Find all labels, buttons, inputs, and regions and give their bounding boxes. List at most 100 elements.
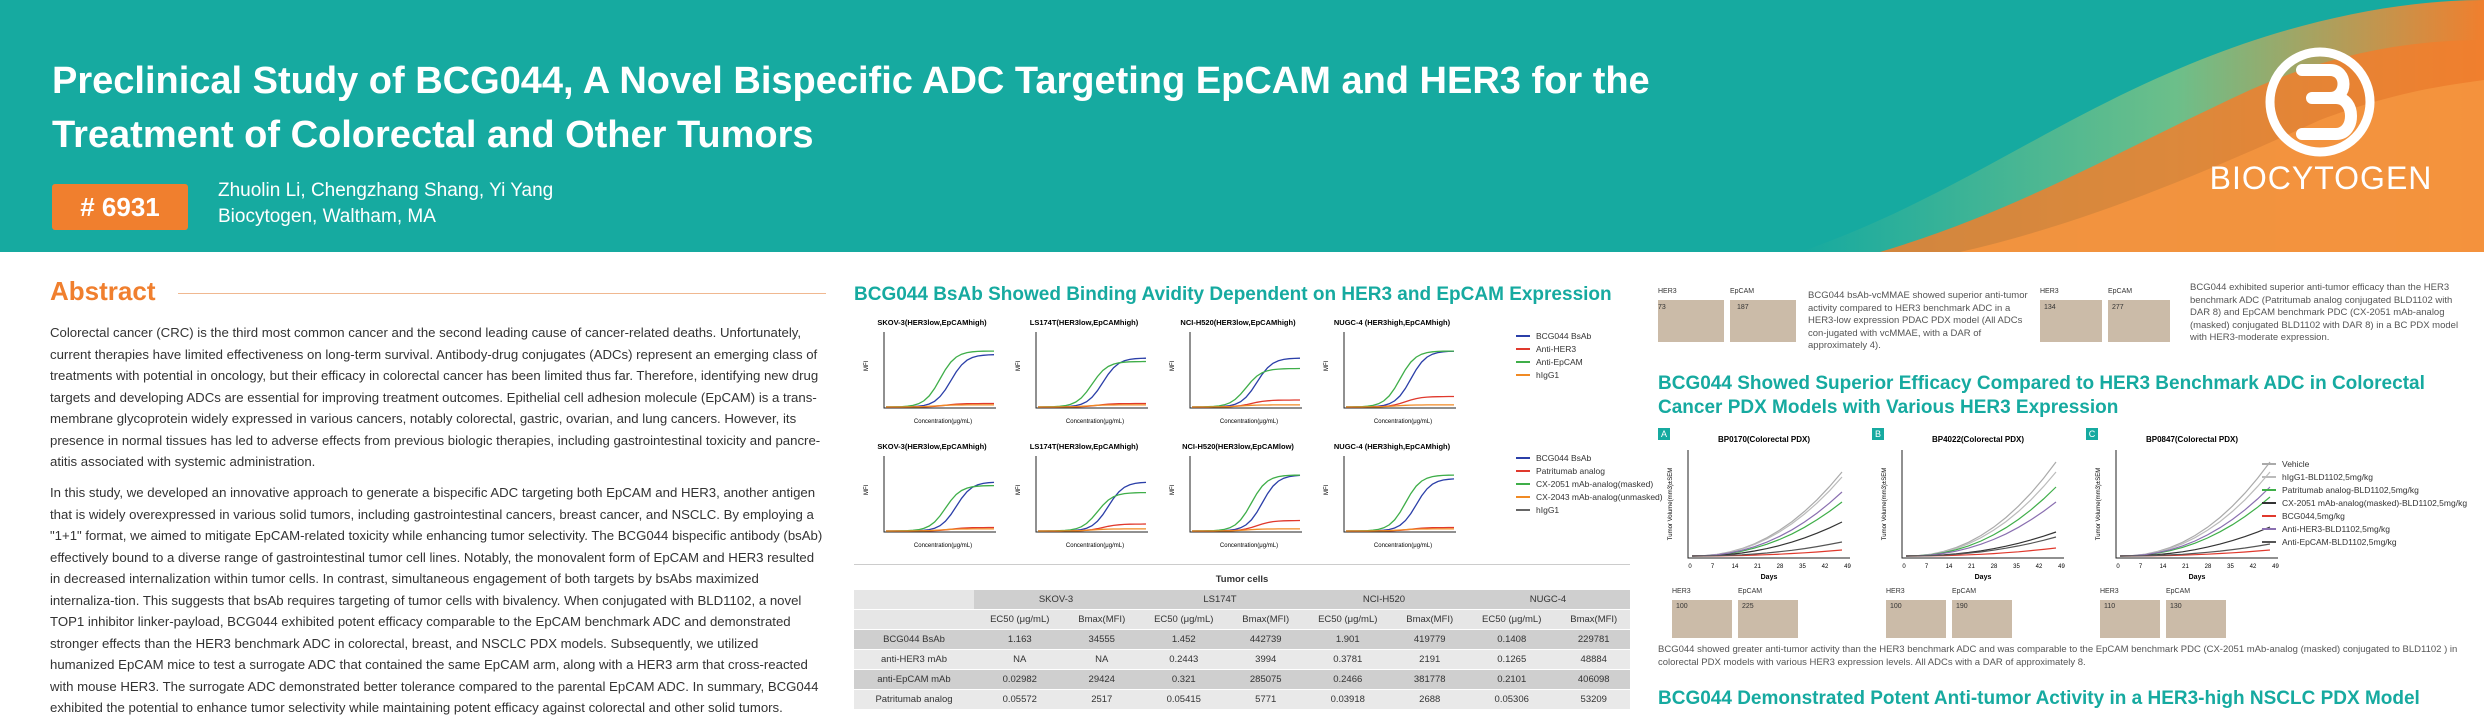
axes: [1035, 332, 1148, 409]
table-col-header: EC50 (μg/mL): [1301, 609, 1394, 630]
x-tick-label: 28: [1777, 564, 1784, 570]
ihc-score: 187: [1737, 304, 1749, 311]
x-tick-label: 14: [1732, 564, 1739, 570]
efficacy-legend: Vehicle hIgG1-BLD1102,5mg/kg Patritumab an…: [2262, 458, 2472, 549]
nsclc-section-title: BCG044 Demonstrated Potent Anti-tumor Ac…: [1658, 688, 2420, 709]
table-cell-header: SKOV-3: [974, 589, 1138, 610]
binding-series-line: [886, 528, 994, 532]
binding-series-line: [1192, 404, 1300, 408]
table-cell: 0.02982: [974, 669, 1066, 690]
legend-label: Anti-EpCAM-BLD1102,5mg/kg: [2282, 537, 2397, 547]
legend-item: hIgG1: [1516, 504, 1663, 517]
binding-series-line: [1192, 528, 1300, 532]
ihc-image: EpCAM 190: [1952, 588, 2012, 638]
binding-curve-panel: SKOV-3(HER3low,EpCAMhigh) MFI Concentratio…: [864, 318, 996, 425]
axes: [883, 456, 996, 533]
x-tick-label: 49: [2058, 564, 2065, 570]
legend-label: hIgG1-BLD1102,5mg/kg: [2282, 472, 2374, 482]
legend-marker: [2262, 528, 2276, 530]
binding-curve-panel: LS174T(HER3low,EpCAMhigh) MFI Concentratio…: [1016, 318, 1148, 425]
x-tick-label: 28: [1991, 564, 1998, 570]
table-cell: 2191: [1393, 649, 1466, 670]
table-cell: 0.05415: [1137, 689, 1230, 710]
ihc-score: 100: [1890, 603, 1902, 610]
legend-item: CX-2051 mAb-analog(masked): [1516, 478, 1663, 491]
panel-letter: C: [2086, 428, 2098, 440]
binding-series-line: [886, 484, 995, 532]
table-cell: 0.1265: [1465, 649, 1558, 670]
binding-series-line: [1346, 528, 1454, 532]
biocytogen-logo-icon: [2265, 47, 2375, 157]
ihc-label: HER3: [1886, 588, 1905, 595]
x-tick-label: 42: [1822, 564, 1829, 570]
legend-marker: [2262, 541, 2276, 543]
table-corner: [854, 589, 974, 610]
table-cell: 2688: [1393, 689, 1466, 710]
panel-letter: B: [1872, 428, 1884, 440]
section-divider: [854, 564, 1630, 565]
table-row: anti-EpCAM mAb 0.02982 29424 0.321 285075 0.2…: [854, 669, 1630, 690]
ihc-image: HER3 100: [1672, 588, 1732, 638]
affiliation: Biocytogen, Waltham, MA: [218, 206, 436, 227]
y-axis-label: MFI: [1324, 360, 1330, 371]
legend-item: Patritumab analog: [1516, 465, 1663, 478]
panel-title: NUGC-4 (HER3high,EpCAMhigh): [1334, 442, 1451, 451]
x-tick-label: 7: [1925, 564, 1929, 570]
table-cell: 0.05306: [1465, 689, 1558, 710]
table-cell: NA: [1065, 649, 1138, 670]
binding-series-line: [1037, 360, 1147, 408]
chart-title: BP0170(Colorectal PDX): [1718, 435, 1810, 444]
x-tick-label: 0: [2116, 564, 2120, 570]
ihc-score: 73: [1658, 304, 1666, 311]
chart-title: BP0847(Colorectal PDX): [2146, 435, 2238, 444]
x-tick-label: 42: [2036, 564, 2043, 570]
binding-series-line: [886, 481, 995, 532]
ihc-image: EpCAM: [1730, 288, 1796, 342]
binding-curve-panel: NUGC-4 (HER3high,EpCAMhigh) MFI Concentrat…: [1324, 442, 1456, 549]
table-cell: 285075: [1229, 669, 1302, 690]
axes: [1901, 450, 2064, 559]
efficacy-series-line: [1905, 471, 2057, 557]
legend-item: CX-2051 mAb-analog(masked)-BLD1102,5mg/k…: [2262, 497, 2472, 510]
legend-label: Patritumab analog-BLD1102,5mg/kg: [2282, 485, 2419, 495]
efficacy-title-line-2: Cancer PDX Models with Various HER3 Expr…: [1658, 397, 2119, 418]
table-cell: 48884: [1557, 649, 1630, 670]
panel-title: SKOV-3(HER3low,EpCAMhigh): [877, 442, 987, 451]
binding-series-line: [886, 350, 994, 408]
table-cell: 0.05572: [974, 689, 1066, 710]
table-cell: 2517: [1065, 689, 1138, 710]
ihc-label: HER3: [1672, 588, 1691, 595]
legend-label: Vehicle: [2282, 459, 2310, 469]
legend-item: BCG044,5mg/kg: [2262, 510, 2472, 523]
chart-title: BP4022(Colorectal PDX): [1932, 435, 2024, 444]
x-axis-label: Concentration(μg/mL): [1374, 543, 1432, 549]
abstract-paragraph-1: Colorectal cancer (CRC) is the third mos…: [50, 325, 821, 469]
efficacy-series-line: [1691, 541, 1843, 557]
legend-marker: [1516, 470, 1530, 472]
legend-marker: [2262, 515, 2276, 517]
legend-item: Anti-HER3-BLD1102,5mg/kg: [2262, 523, 2472, 536]
bc-caption: BCG044 exhibited superior anti-tumor eff…: [2190, 282, 2459, 343]
binding-series-line: [886, 404, 994, 408]
table-cell: NA: [974, 649, 1066, 670]
x-tick-label: 21: [1754, 564, 1761, 570]
y-axis-label: MFI: [1170, 360, 1176, 371]
efficacy-chart: BP0847(Colorectal PDX) Tumor Volume(mm3)±…: [2096, 435, 2279, 581]
efficacy-section-title: BCG044 Showed Superior Efficacy Compared…: [1658, 372, 2458, 420]
legend-marker: [2262, 476, 2276, 478]
efficacy-series-line: [1691, 501, 1843, 557]
y-axis-label: MFI: [864, 484, 870, 495]
x-tick-label: 42: [2250, 564, 2257, 570]
ihc-label: EpCAM: [2166, 588, 2191, 595]
y-axis-label: MFI: [1016, 484, 1022, 495]
poster-number-badge: # 6931: [52, 184, 188, 230]
legend-marker: [2262, 489, 2276, 491]
efficacy-chart: BP4022(Colorectal PDX) Tumor Volume(mm3)±…: [1882, 435, 2065, 581]
legend-label: CX-2051 mAb-analog(masked): [1536, 479, 1654, 489]
binding-series-line: [1192, 474, 1301, 532]
efficacy-series-line: [1905, 536, 2057, 557]
efficacy-series-line: [2119, 461, 2271, 557]
ihc-score: 100: [1676, 603, 1688, 610]
y-axis-label: MFI: [1016, 360, 1022, 371]
x-tick-label: 0: [1902, 564, 1906, 570]
